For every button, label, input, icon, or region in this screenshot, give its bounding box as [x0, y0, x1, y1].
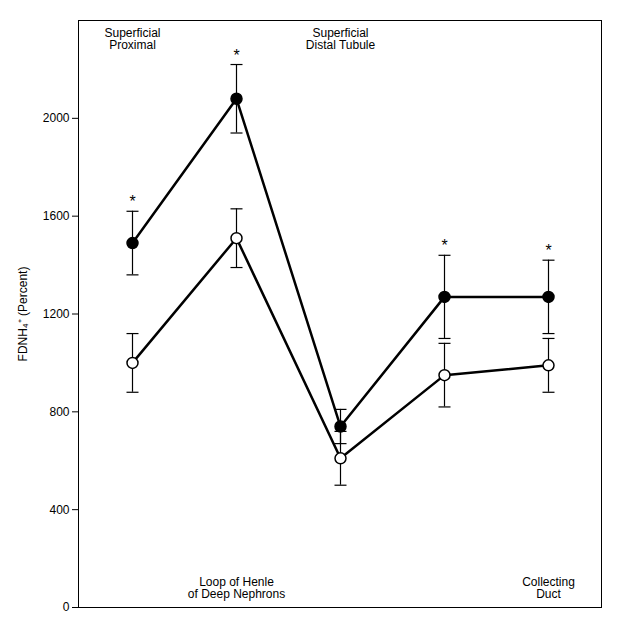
svg-text:*: * — [545, 242, 551, 259]
svg-text:CollectingDuct: CollectingDuct — [522, 575, 575, 601]
svg-text:FDNH₄⁺ (Percent): FDNH₄⁺ (Percent) — [16, 267, 30, 362]
svg-text:*: * — [129, 193, 135, 210]
svg-text:SuperficialProximal: SuperficialProximal — [104, 26, 160, 52]
svg-text:1600: 1600 — [43, 209, 70, 223]
svg-text:2000: 2000 — [43, 111, 70, 125]
svg-text:400: 400 — [49, 503, 69, 517]
svg-text:0: 0 — [63, 600, 70, 614]
svg-text:Loop of Henleof Deep Nephrons: Loop of Henleof Deep Nephrons — [188, 575, 285, 601]
svg-text:*: * — [441, 237, 447, 254]
svg-text:SuperficialDistal Tubule: SuperficialDistal Tubule — [306, 26, 376, 52]
svg-text:*: * — [233, 47, 239, 64]
svg-text:800: 800 — [49, 405, 69, 419]
svg-text:1200: 1200 — [43, 307, 70, 321]
